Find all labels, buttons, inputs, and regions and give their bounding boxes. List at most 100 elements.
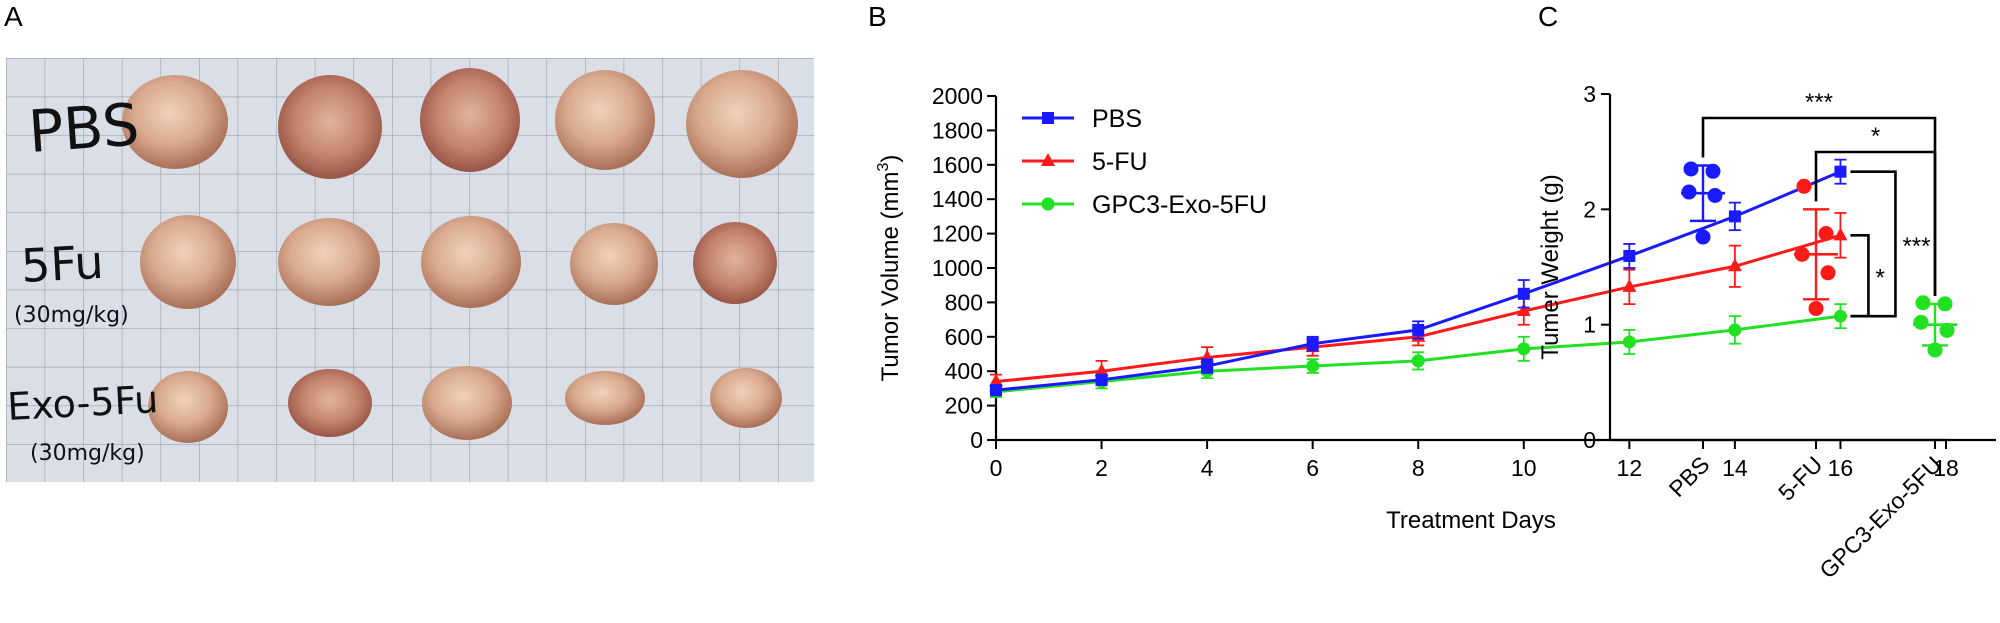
x-tick-label: 5-FU	[1773, 451, 1828, 506]
data-point	[1796, 178, 1812, 194]
data-point	[1913, 314, 1929, 330]
significance-bracket: *	[1814, 123, 1937, 296]
chart-c-groups	[1681, 161, 1957, 358]
x-tick-label: 8	[1412, 455, 1425, 481]
data-point	[1820, 265, 1836, 281]
x-tick-label: 14	[1722, 455, 1748, 481]
legend-label: 5-FU	[1092, 148, 1148, 176]
tumor-specimen	[278, 218, 380, 306]
series-pbs	[990, 158, 1847, 397]
data-point	[1939, 322, 1955, 338]
y-tick-label: 200	[945, 393, 983, 419]
data-point	[1808, 301, 1824, 317]
panel-a-label: A	[4, 1, 23, 32]
chart-c-significance: ****	[1701, 89, 1937, 296]
y-tick-label: 1800	[932, 117, 983, 143]
tumor-volume-chart: 0 200 400 600 800 1000 1200 1400 1600 1800 2000 0 2 4…	[875, 83, 1959, 534]
y-axis-label: Tumer Weight (g)	[1537, 174, 1564, 359]
x-tick-label: 18	[1933, 455, 1959, 481]
legend-marker	[1041, 153, 1055, 166]
photo-label-pbs: PBS	[26, 90, 141, 166]
x-tick-label: 6	[1306, 455, 1319, 481]
tumor-photo: PBS 5Fu (30mg/kg) Exo-5Fu (30mg/kg)	[6, 58, 814, 482]
group-pbs	[1681, 161, 1725, 245]
bracket-line	[1850, 234, 1870, 318]
x-axis-label: Treatment Days	[1386, 507, 1556, 534]
significance-bracket: *	[1850, 234, 1885, 318]
legend-item: 5-FU	[1022, 148, 1148, 176]
legend-item: GPC3-Exo-5FU	[1022, 191, 1267, 219]
legend-label: PBS	[1092, 105, 1142, 133]
series-gpc3-exo-5fu	[989, 303, 1847, 399]
chart-b-series	[989, 158, 1848, 399]
x-tick-label: PBS	[1664, 451, 1715, 502]
data-point	[1517, 342, 1531, 356]
y-tick-label: 2	[1583, 196, 1596, 222]
tumor-specimen	[710, 368, 782, 428]
panel-b-label: B	[868, 1, 887, 32]
tumor-specimen	[140, 215, 236, 309]
y-tick-label: 0	[970, 427, 983, 453]
data-point	[990, 384, 1002, 397]
data-point	[1623, 249, 1636, 262]
x-tick-label: 10	[1511, 455, 1537, 481]
data-point	[1622, 278, 1637, 292]
tumor-specimen	[565, 371, 645, 425]
y-tick-label: 3	[1583, 81, 1596, 107]
legend-label: GPC3-Exo-5FU	[1092, 191, 1267, 219]
chart-b-ticks: 0 200 400 600 800 1000 1200 1400 1600 1800 2000 0 2 4…	[932, 83, 1959, 481]
y-tick-label: 0	[1583, 427, 1596, 453]
legend-marker	[1041, 197, 1055, 211]
tumor-specimen	[122, 75, 228, 169]
y-tick-label: 1600	[932, 152, 983, 178]
group-5-fu	[1794, 178, 1838, 317]
x-tick-label: 0	[990, 455, 1003, 481]
y-tick-label: 600	[945, 324, 983, 350]
photo-label-5fu: 5Fu	[20, 235, 105, 293]
panel-c-label: C	[1538, 1, 1558, 32]
data-point	[1411, 354, 1425, 368]
data-point	[1094, 363, 1109, 377]
tumor-specimen	[686, 70, 798, 178]
tumor-specimen	[278, 75, 382, 179]
data-point	[1306, 359, 1320, 373]
significance-label: ***	[1902, 233, 1930, 260]
tumor-specimen	[148, 371, 228, 443]
group-gpc3-exo-5fu	[1913, 295, 1957, 358]
data-point	[1834, 165, 1847, 178]
data-point	[1622, 335, 1636, 349]
tumor-specimen	[420, 68, 520, 172]
tumor-specimens	[122, 68, 798, 443]
y-tick-label: 1	[1583, 312, 1596, 338]
significance-label: *	[1871, 123, 1880, 150]
chart-b-legend: PBS 5-FU GPC3-Exo-5FU	[1022, 105, 1267, 219]
x-tick-label: 2	[1095, 455, 1108, 481]
data-point	[1095, 373, 1108, 386]
y-tick-label: 400	[945, 358, 983, 384]
bracket-line	[1850, 170, 1897, 318]
chart-c-axes	[1608, 94, 1996, 442]
data-point	[989, 373, 1003, 387]
tumor-specimen	[570, 223, 658, 305]
x-tick-label: 4	[1201, 455, 1214, 481]
tumor-specimen	[421, 216, 521, 308]
data-point	[1728, 323, 1742, 337]
data-point	[1695, 229, 1711, 245]
x-tick-label: 12	[1617, 455, 1643, 481]
data-point	[1516, 303, 1531, 316]
data-point	[1517, 287, 1530, 300]
significance-label: *	[1875, 265, 1884, 292]
y-axis-label: Tumor Volume (mm3)	[875, 155, 904, 382]
data-point	[1705, 163, 1721, 179]
tumor-specimen	[693, 222, 777, 304]
photo-label-exo5fu: Exo-5Fu	[6, 377, 159, 429]
data-point	[1833, 227, 1848, 241]
data-point	[1201, 360, 1214, 373]
tumor-specimen	[288, 369, 372, 437]
data-point	[1728, 210, 1741, 223]
data-point	[1683, 161, 1699, 177]
data-point	[1818, 226, 1834, 242]
significance-bracket: ***	[1850, 170, 1930, 318]
